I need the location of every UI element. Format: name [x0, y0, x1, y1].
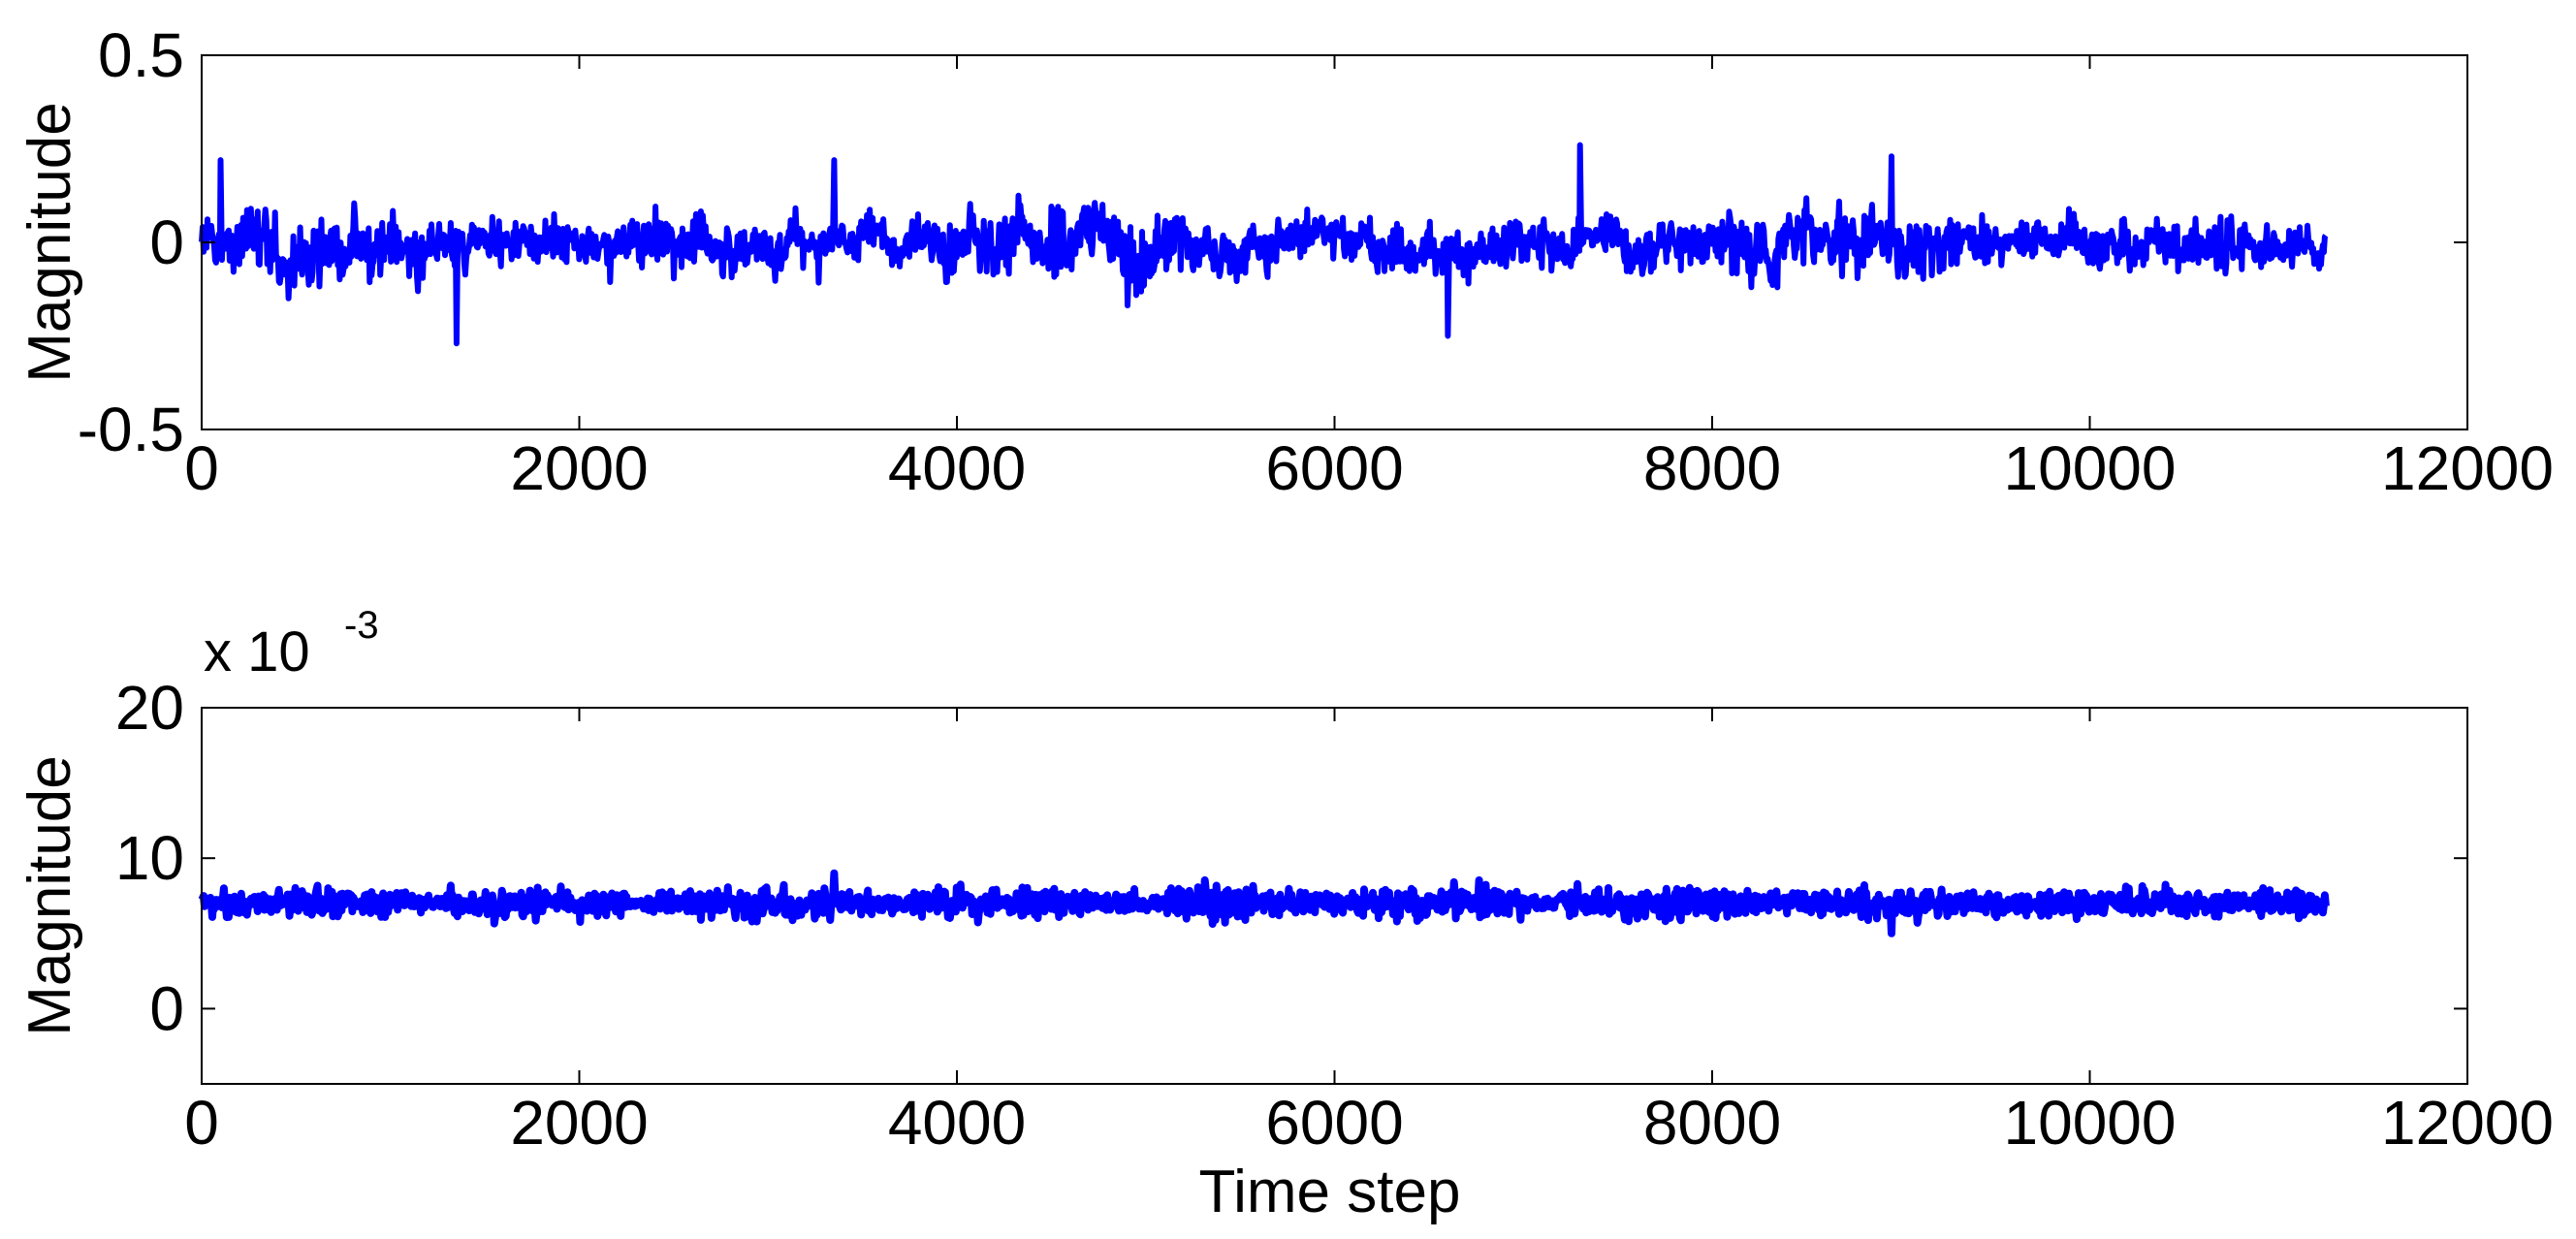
y-tick-label: 0	[149, 207, 184, 277]
x-tick-label: 2000	[510, 1088, 648, 1158]
y-scale-multiplier-exponent: -3	[344, 604, 379, 647]
y-tick-label: 0.5	[98, 20, 184, 90]
x-tick-label: 4000	[888, 433, 1026, 503]
x-tick-label: 12000	[2381, 1088, 2554, 1158]
tick-marks-top	[201, 54, 2468, 430]
y-axis-title-top: Magnitude	[16, 102, 83, 383]
x-tick-label: 8000	[1643, 1088, 1781, 1158]
signal-series-top	[199, 142, 2329, 347]
y-tick-label: 0	[149, 973, 184, 1043]
x-tick-label: 6000	[1265, 1088, 1403, 1158]
magnitude-subplot-top: 0 2000 4000 6000 8000 10000 12000 -0.500.5 Mag…	[16, 20, 2554, 503]
x-axis-title-bottom: Time step	[1199, 1159, 1461, 1225]
y-tick-label: 10	[115, 823, 184, 893]
y-tick-labels-bottom: 0 10 20	[115, 673, 184, 1043]
x-tick-labels-top: 0 2000 4000 6000 8000 10000 12000	[184, 433, 2554, 503]
tick-marks-bottom	[201, 707, 2468, 1084]
x-tick-label: 6000	[1265, 433, 1403, 503]
x-tick-label: 10000	[2004, 433, 2177, 503]
signal-line	[198, 869, 2330, 937]
signal-series-bottom	[198, 869, 2330, 937]
x-tick-label: 10000	[2004, 1088, 2177, 1158]
x-tick-label: 0	[184, 433, 219, 503]
y-axis-title-bottom: Magnitude	[16, 755, 83, 1036]
x-tick-label: 8000	[1643, 433, 1781, 503]
x-tick-labels-bottom: 0 2000 4000 6000 8000 10000 12000	[184, 1088, 2554, 1158]
y-tick-labels-top: -0.5 0 0.5	[78, 20, 184, 464]
x-tick-label: 2000	[510, 433, 648, 503]
signal-line	[199, 142, 2329, 347]
x-tick-label: 4000	[888, 1088, 1026, 1158]
y-scale-multiplier: x 10 -3	[204, 604, 379, 683]
y-tick-label: -0.5	[78, 395, 184, 464]
x-tick-label: 12000	[2381, 433, 2554, 503]
x-tick-label: 0	[184, 1088, 219, 1158]
magnitude-subplot-bottom: 0 2000 4000 6000 8000 10000 12000 0 10 20 Magnit…	[16, 604, 2554, 1225]
y-tick-label: 20	[115, 673, 184, 743]
y-scale-multiplier-base: x 10	[204, 620, 310, 683]
